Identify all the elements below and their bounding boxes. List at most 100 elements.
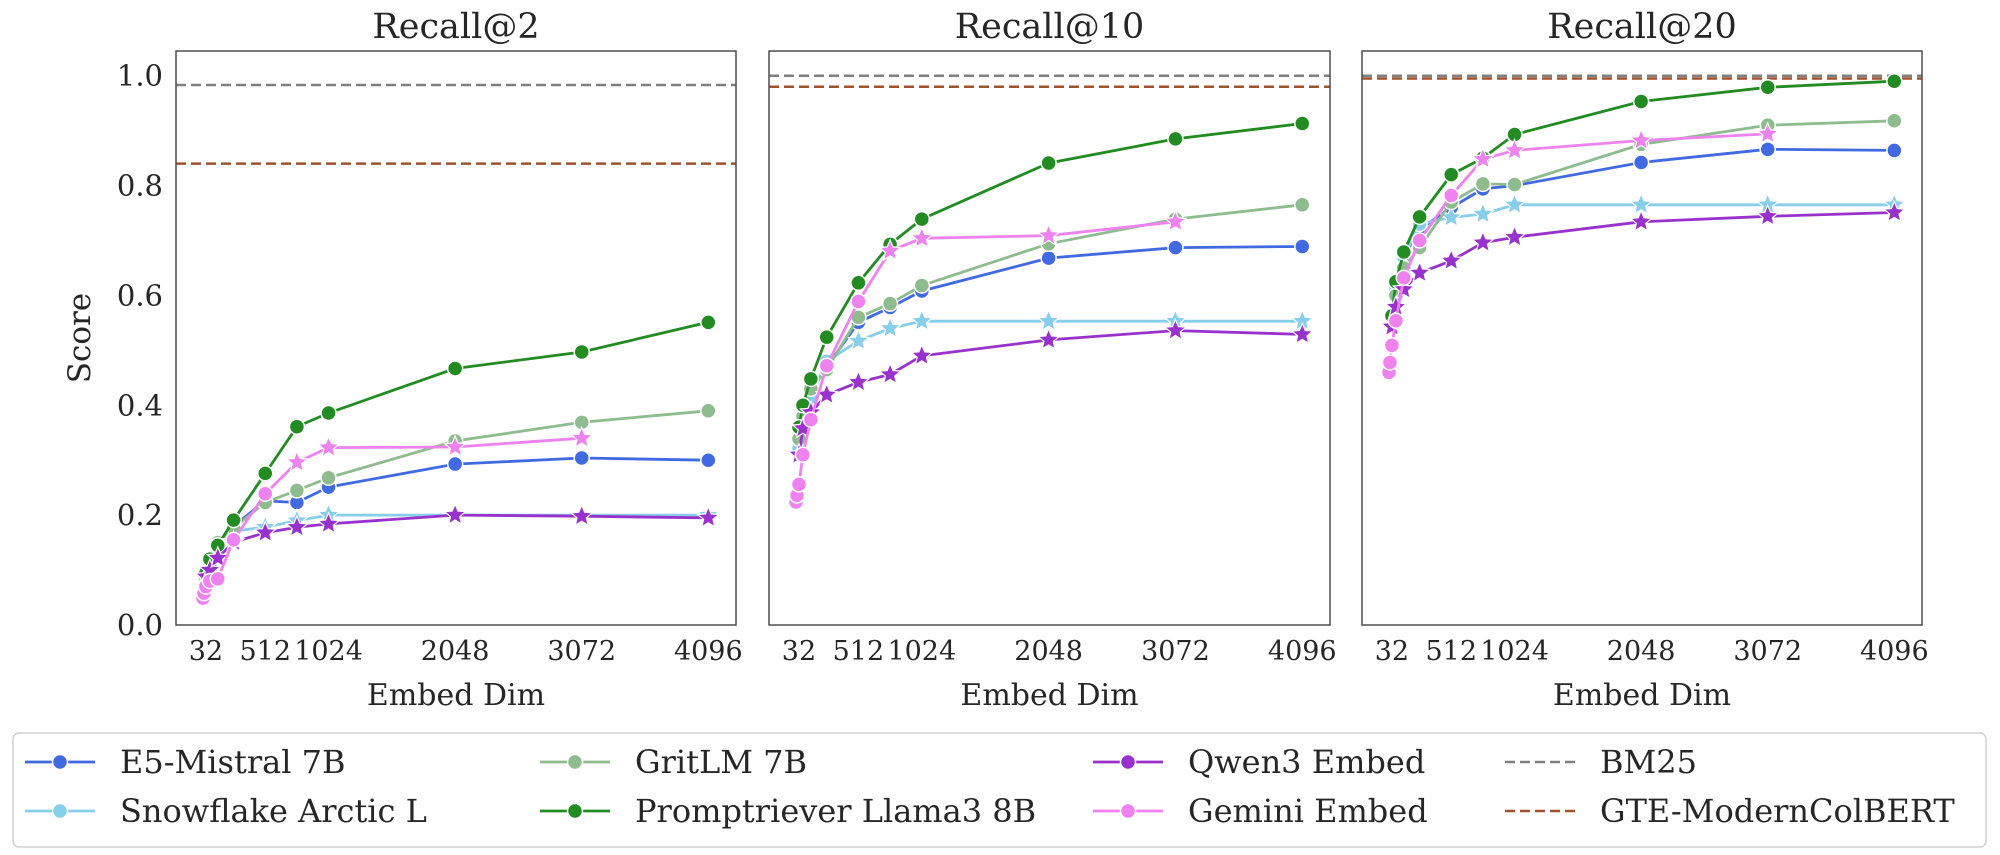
- axes-frame: [175, 50, 737, 626]
- series-line: [1390, 147, 1895, 318]
- x-tick-label: 32: [782, 636, 816, 667]
- data-point: [446, 360, 464, 377]
- data-point-star: [1290, 321, 1315, 345]
- data-point-star: [1755, 203, 1780, 227]
- data-point: [225, 531, 242, 549]
- data-point: [446, 455, 464, 473]
- legend-label: E5-Mistral 7B: [120, 743, 345, 781]
- series-gritlm-7b: [197, 402, 717, 587]
- data-point: [1294, 115, 1311, 132]
- legend-item: Gemini Embed: [1093, 792, 1428, 830]
- data-point: [700, 402, 717, 420]
- data-point-star: [1036, 308, 1061, 332]
- data-point: [320, 469, 337, 487]
- data-point-star: [1383, 294, 1408, 318]
- legend-label: BM25: [1600, 743, 1697, 781]
- data-point: [573, 449, 590, 467]
- x-tick-label: 1024: [1480, 636, 1549, 667]
- data-point-star: [846, 369, 871, 393]
- legend-item: GritLM 7B: [540, 743, 807, 781]
- series-line: [1390, 79, 1895, 316]
- x-tick-label: 3072: [1141, 636, 1210, 667]
- data-point-star: [1036, 223, 1061, 246]
- x-tick-label: 32: [1375, 636, 1409, 667]
- y-tick-label: 0.6: [117, 278, 163, 312]
- data-point: [1443, 166, 1460, 183]
- baselines: [769, 74, 1330, 88]
- legend-label: GritLM 7B: [635, 743, 807, 781]
- data-point: [818, 357, 835, 374]
- series-line: [204, 513, 709, 579]
- legend-label: Gemini Embed: [1188, 792, 1428, 830]
- data-point: [288, 482, 306, 499]
- data-point: [1040, 154, 1057, 172]
- x-tick-label: 1024: [887, 636, 956, 667]
- series-gemini-embed: [787, 209, 1188, 511]
- data-point: [1383, 337, 1401, 354]
- data-point: [573, 343, 590, 361]
- data-point-star: [284, 449, 309, 473]
- y-tick-label: 0.0: [117, 608, 163, 642]
- data-point: [1395, 269, 1413, 287]
- data-point: [225, 511, 242, 529]
- x-tick-label: 2048: [1607, 636, 1676, 667]
- data-point: [850, 293, 867, 310]
- y-tick-label: 0.8: [117, 169, 163, 203]
- data-point-star: [1502, 224, 1527, 248]
- data-point: [1387, 312, 1405, 329]
- legend-label: Qwen3 Embed: [1188, 743, 1425, 781]
- legend-marker: [51, 753, 69, 771]
- data-point-star: [1755, 121, 1780, 145]
- data-point-star: [316, 511, 341, 535]
- x-tick-label: 3072: [1733, 636, 1802, 667]
- legend-item: Snowflake Arctic L: [25, 792, 427, 830]
- legend-item: BM25: [1505, 743, 1697, 781]
- data-point: [913, 210, 931, 228]
- series-group: [1380, 72, 1907, 381]
- x-tick-label: 512: [1425, 636, 1477, 667]
- data-point: [802, 370, 820, 388]
- data-point: [1294, 238, 1311, 255]
- axes-frame: [1361, 50, 1923, 626]
- x-tick-label: 2048: [421, 636, 490, 667]
- data-point-star: [696, 505, 721, 529]
- data-point: [1759, 141, 1776, 158]
- data-point-star: [205, 545, 230, 569]
- data-point: [700, 314, 717, 331]
- series-line: [797, 329, 1303, 455]
- data-point: [818, 328, 835, 346]
- legend-marker: [1119, 753, 1137, 771]
- data-point-star: [569, 425, 594, 449]
- data-point: [794, 446, 812, 463]
- series-gemini-embed: [194, 425, 594, 607]
- data-point-star: [1439, 248, 1464, 271]
- y-tick-label: 1.0: [117, 59, 163, 93]
- legend-marker: [1119, 802, 1137, 820]
- data-point: [802, 411, 820, 428]
- y-axis-label: Score: [62, 293, 98, 383]
- data-point-star: [909, 308, 934, 332]
- data-point: [1395, 243, 1413, 261]
- x-tick-label: 512: [239, 636, 291, 667]
- data-point-star: [1470, 201, 1495, 225]
- x-tick-label: 4096: [1860, 636, 1929, 667]
- legend-item: GTE-ModernColBERT: [1505, 792, 1955, 830]
- x-axis-label: Embed Dim: [1553, 678, 1731, 713]
- data-point-star: [1470, 230, 1495, 253]
- data-point: [1381, 354, 1399, 371]
- x-tick-label: 32: [189, 636, 223, 667]
- data-point: [257, 485, 274, 502]
- legend-frame: [12, 732, 1987, 848]
- series-gemini-embed: [1380, 121, 1780, 381]
- data-point: [790, 476, 808, 493]
- data-point-star: [1882, 199, 1907, 223]
- series-promptriever-llama3-8b: [790, 115, 1311, 436]
- data-point-star: [1036, 327, 1061, 351]
- x-axis-label: Embed Dim: [960, 678, 1138, 713]
- baselines: [176, 83, 736, 165]
- data-point-star: [1629, 127, 1654, 151]
- data-point: [1886, 112, 1903, 130]
- data-point: [1411, 208, 1428, 226]
- panel-title: Recall@20: [1547, 7, 1736, 47]
